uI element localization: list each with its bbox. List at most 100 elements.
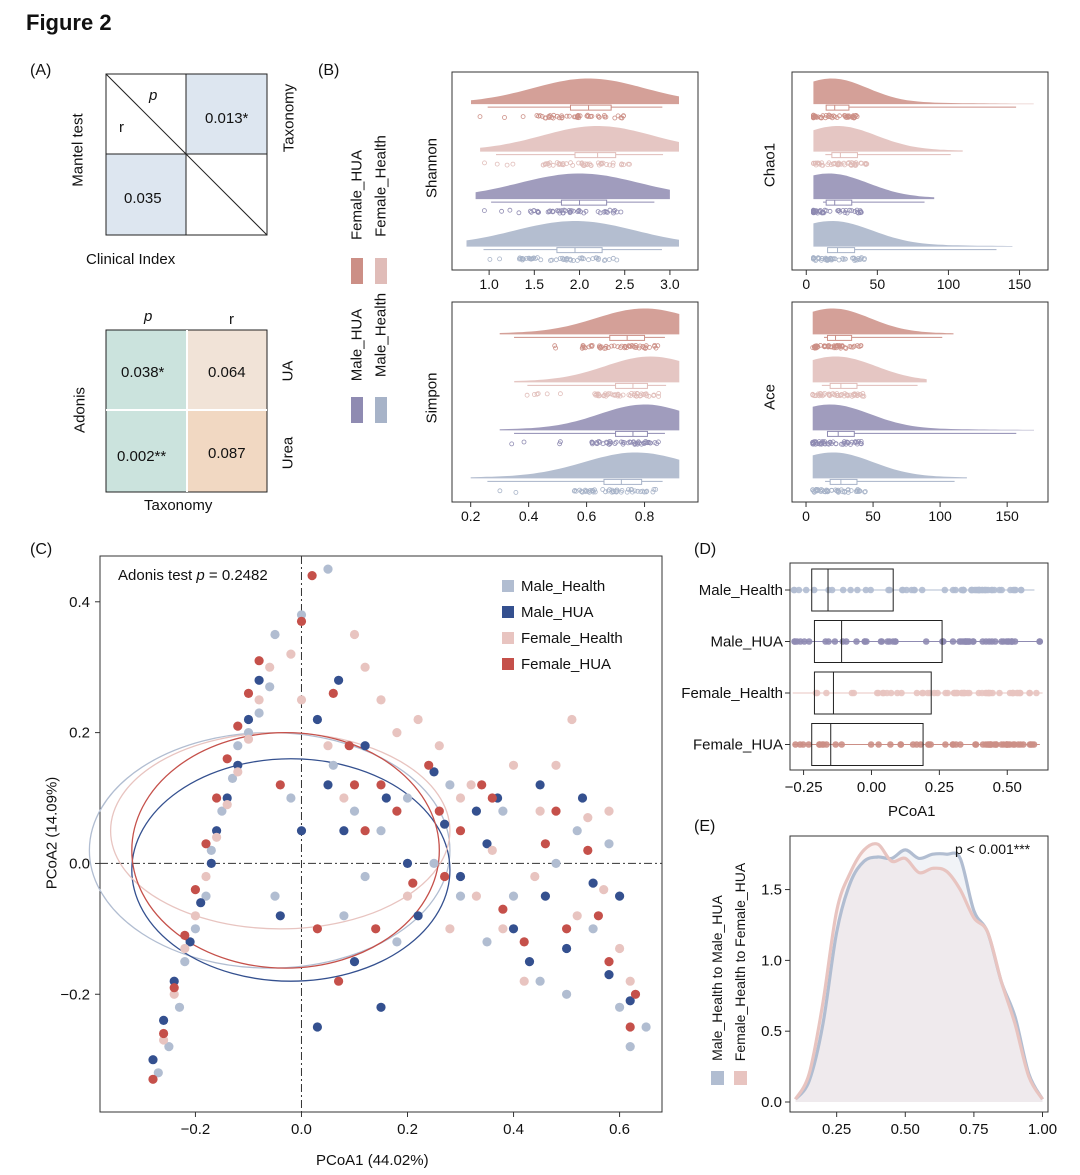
simpson-point-Female_HUA xyxy=(603,345,609,351)
box-xlabel: PCoA1 xyxy=(888,803,936,820)
box-ylabel-Male_Health: Male_Health xyxy=(699,582,783,599)
pcoa-point-Male_Health xyxy=(233,741,243,751)
pcoa-point-Female_Health xyxy=(471,891,481,901)
box-point-Female_HUA xyxy=(887,741,894,748)
box-point-Female_Health xyxy=(850,689,858,697)
pcoa-point-Male_Health xyxy=(625,1042,635,1052)
chao1-point-Female_Health xyxy=(813,160,819,166)
simpson-point-Male_HUA xyxy=(594,439,600,445)
simpson-point-Male_Health xyxy=(653,486,659,492)
box-point-Female_HUA xyxy=(1003,741,1011,748)
density-xtick-label: 0.25 xyxy=(822,1121,851,1138)
shannon-point-Male_HUA xyxy=(576,207,582,213)
adonis-urea-r: 0.087 xyxy=(208,445,246,462)
pcoa-point-Female_Health xyxy=(466,780,476,790)
ace-box-Male_Health xyxy=(829,478,858,485)
ace-point-Male_HUA xyxy=(822,439,827,445)
simpson-point-Female_Health xyxy=(608,391,613,397)
box-point-Female_Health xyxy=(934,689,941,697)
legend-e-female: Female_Health to Female_HUA xyxy=(732,862,748,1062)
simpson-point-Female_Health xyxy=(656,390,662,396)
shannon-point-Female_HUA xyxy=(576,115,582,121)
pcoa-point-Male_HUA xyxy=(159,1015,169,1025)
chao1-point-Male_HUA xyxy=(849,208,855,214)
shannon-point-Female_HUA xyxy=(543,115,549,121)
density-frame xyxy=(789,835,1049,1113)
shannon-point-Female_HUA xyxy=(585,112,590,118)
ace-point-Female_Health xyxy=(834,393,840,399)
simpson-point-Female_Health xyxy=(603,393,609,399)
pcoa-point-Male_HUA xyxy=(254,675,264,685)
density-ytick-label: 1.0 xyxy=(761,952,782,969)
box-xtick-label: −0.25 xyxy=(785,779,823,796)
shannon-point-Female_HUA xyxy=(567,113,572,119)
pcoa-point-Male_HUA xyxy=(455,871,466,882)
pcoa-point-Female_HUA xyxy=(625,1022,635,1032)
box-point-Male_HUA xyxy=(878,638,886,645)
shannon-tick-label: 1.0 xyxy=(479,276,499,292)
pcoa-point-Female_HUA xyxy=(212,793,222,803)
shannon-point-Female_HUA xyxy=(554,113,560,119)
simpson-point-Female_Health xyxy=(656,393,661,399)
shannon-point-Male_HUA xyxy=(560,210,566,216)
density-line-Female_Health to Female_HUA xyxy=(794,842,1044,1101)
ace-point-Male_HUA xyxy=(858,440,863,446)
shannon-point-Female_Health xyxy=(581,163,587,169)
pcoa-point-Male_Health xyxy=(535,976,545,986)
ace-point-Male_HUA xyxy=(853,439,858,445)
pcoa-point-Male_Health xyxy=(376,826,386,836)
pcoa-point-Male_HUA xyxy=(334,675,344,685)
pcoa-point-Female_Health xyxy=(360,662,370,672)
chao1-point-Female_Health xyxy=(859,160,864,166)
box-rect-Male_HUA xyxy=(813,620,943,663)
mantel-p-value: 0.013* xyxy=(205,110,249,127)
shannon-point-Male_Health xyxy=(610,255,616,261)
box-ylabel-Male_HUA: Male_HUA xyxy=(710,634,783,651)
pcoa-legend-label-Male_Health: Male_Health xyxy=(521,578,605,595)
box-point-Male_Health xyxy=(918,586,926,594)
shannon-point-Male_Health xyxy=(570,258,576,263)
ace-point-Female_HUA xyxy=(836,343,842,348)
box-point-Female_Health xyxy=(985,689,992,697)
shannon-point-Male_HUA xyxy=(516,210,522,216)
shannon-point-Female_Health xyxy=(598,161,604,167)
pcoa1-boxplot: −0.25 0.00 0.25 0.50 Male_Health Male_HUA Fema… xyxy=(681,562,1049,796)
simpson-point-Male_HUA xyxy=(509,441,515,447)
pcoa-point-Male_Health xyxy=(604,839,614,849)
simpson-cloud-Male_Health xyxy=(470,452,680,479)
pcoa-point-Male_Health xyxy=(270,891,280,901)
box-xtick-label: 0.25 xyxy=(925,779,954,796)
pcoa-point-Female_HUA xyxy=(349,780,360,790)
box-point-Male_HUA xyxy=(891,638,899,645)
shannon-point-Male_HUA xyxy=(557,210,563,216)
box-point-Male_Health xyxy=(960,586,967,594)
box-point-Male_Health xyxy=(898,586,906,594)
chao1-point-Female_HUA xyxy=(852,115,858,120)
chao1-point-Male_Health xyxy=(836,257,842,263)
pcoa-point-Female_HUA xyxy=(562,924,572,934)
shannon-point-Female_HUA xyxy=(612,115,618,121)
box-point-Male_HUA xyxy=(853,638,860,645)
simpson-point-Male_HUA xyxy=(597,439,603,445)
pcoa-point-Male_Health xyxy=(164,1042,174,1052)
shannon-point-Male_HUA xyxy=(618,209,624,215)
pcoa-point-Female_Health xyxy=(169,989,179,999)
pcoa-point-Male_HUA xyxy=(206,858,216,869)
simpson-point-Female_Health xyxy=(595,391,601,397)
box-point-Female_HUA xyxy=(1028,741,1036,748)
simpson-point-Male_HUA xyxy=(589,439,595,445)
shannon-point-Female_Health xyxy=(625,161,631,167)
shannon-point-Female_Health xyxy=(564,161,569,167)
simpson-point-Male_Health xyxy=(607,487,612,493)
simpson-point-Male_HUA xyxy=(558,439,563,445)
mantel-r-label: r xyxy=(119,119,124,136)
pcoa-point-Male_Health xyxy=(641,1022,651,1032)
shannon-point-Female_HUA xyxy=(596,114,602,120)
box-point-Female_Health xyxy=(953,689,961,697)
shannon-point-Male_Health xyxy=(561,257,566,263)
pcoa-point-Male_Health xyxy=(265,682,275,692)
pcoa-point-Male_HUA xyxy=(185,937,195,947)
box-point-Male_Health xyxy=(941,586,949,594)
simpson-point-Female_Health xyxy=(615,391,621,397)
pcoa-point-Male_Health xyxy=(227,773,238,784)
